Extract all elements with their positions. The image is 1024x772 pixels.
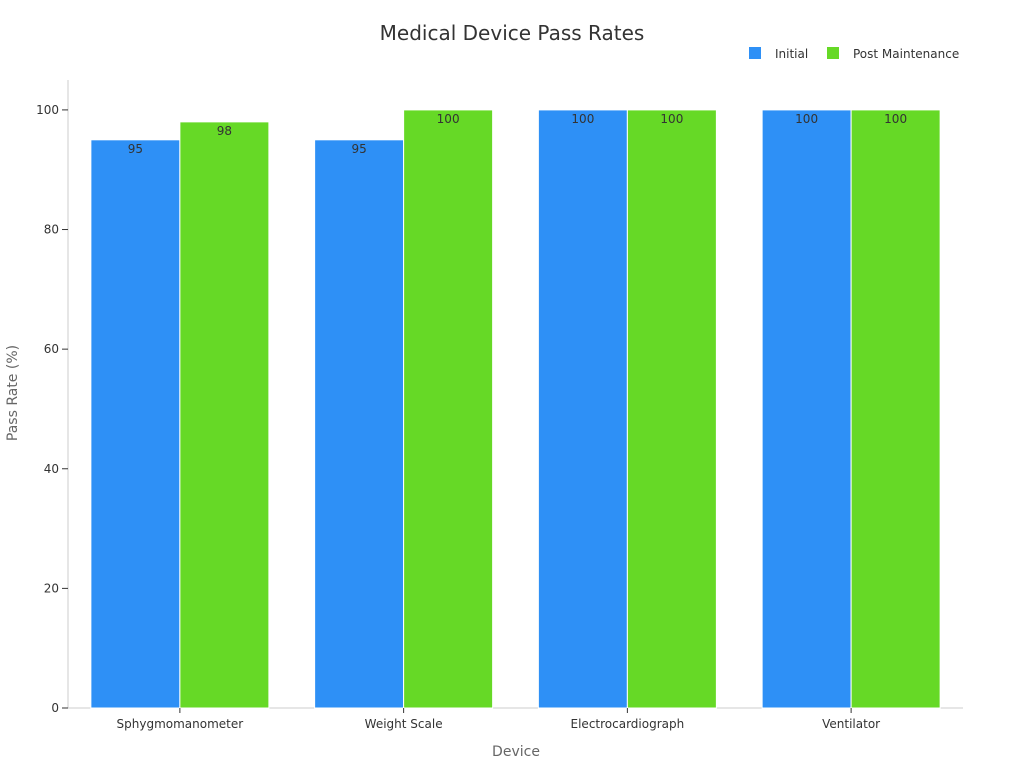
y-axis-label: Pass Rate (%) [5,345,21,441]
x-tick-label: Electrocardiograph [571,717,685,731]
bar-value-label: 100 [795,112,818,126]
y-tick-label: 60 [44,342,59,356]
legend-label: Initial [775,47,808,61]
bar-value-label: 100 [571,112,594,126]
bar-value-label: 100 [884,112,907,126]
x-tick-label: Ventilator [822,717,880,731]
bar [314,139,405,709]
bar [761,109,852,709]
legend-swatch [749,47,761,59]
x-tick-label: Sphygmomanometer [117,717,244,731]
y-tick-label: 100 [36,103,59,117]
bar-value-label: 95 [128,142,143,156]
y-tick-label: 0 [51,701,59,715]
legend-swatch [827,47,839,59]
legend: Initial Post Maintenance [749,47,959,61]
legend-label: Post Maintenance [853,47,959,61]
bar-value-label: 98 [217,124,232,138]
bar [626,109,717,709]
bar [403,109,494,709]
bar [90,139,181,709]
bar-value-label: 100 [660,112,683,126]
bar [537,109,628,709]
bar [850,109,941,709]
y-tick-label: 20 [44,581,59,595]
x-tick-label: Weight Scale [365,717,443,731]
x-axis-label: Device [492,744,540,760]
plot-area: 0 20 40 60 80 100 95 98 Sphygmomanometer 95 100 Wei… [36,80,963,731]
y-tick-label: 40 [44,462,59,476]
y-tick-label: 80 [44,223,59,237]
bar-value-label: 95 [351,142,366,156]
bar [179,121,270,709]
bar-value-label: 100 [437,112,460,126]
chart-title: Medical Device Pass Rates [380,21,645,45]
